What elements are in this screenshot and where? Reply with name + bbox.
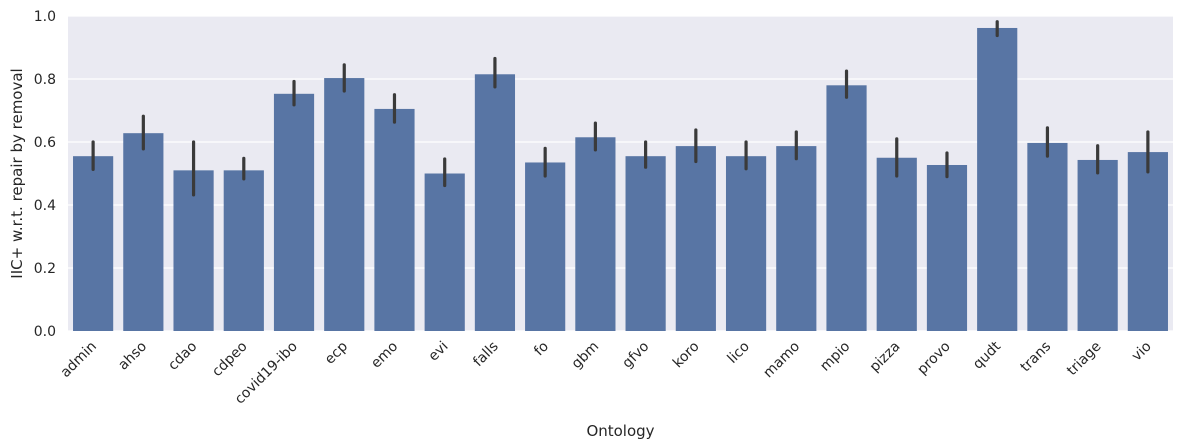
y-tick-label: 0.6 [34, 135, 56, 151]
y-tick-label: 0.2 [34, 261, 56, 277]
bar-evi [424, 173, 465, 331]
x-tick-label: vio [1129, 339, 1155, 365]
bar-triage [1077, 159, 1118, 331]
x-tick-label: mpio [817, 339, 853, 375]
bar-gfvo [625, 156, 666, 331]
x-tick-label: qudt [970, 338, 1004, 372]
bar-falls [474, 74, 516, 332]
x-tick-label: mamo [760, 339, 803, 382]
y-tick-label: 1.0 [34, 9, 56, 25]
bar-qudt [977, 27, 1018, 331]
x-tick-label: gfvo [619, 339, 652, 372]
y-tick-label: 0.8 [34, 72, 56, 88]
x-tick-label: lico [725, 339, 753, 367]
x-tick-label: pizza [867, 339, 904, 376]
bar-fo [525, 162, 566, 331]
bar-ahso [123, 133, 164, 331]
x-tick-label: ecp [322, 338, 351, 367]
x-tick-label: cdao [165, 339, 200, 374]
bar-trans [1027, 142, 1068, 331]
x-tick-label: triage [1064, 339, 1104, 379]
x-tick-label: admin [58, 339, 100, 381]
y-tick-label: 0.0 [34, 324, 56, 340]
bar-mamo [776, 146, 817, 331]
y-axis-label: IIC+ w.r.t. repair by removal [8, 68, 26, 278]
bar-admin [73, 156, 114, 331]
bar-cdpeo [223, 170, 264, 331]
x-tick-label: emo [368, 339, 401, 372]
y-tick-label: 0.4 [34, 198, 56, 214]
x-tick-label: cdpeo [209, 339, 250, 380]
x-tick-label: ahso [115, 339, 150, 374]
bar-emo [374, 108, 415, 331]
x-tick-label: provo [914, 339, 953, 378]
bar-mpio [826, 85, 867, 331]
bar-covid19-ibo [273, 93, 315, 332]
x-tick-label: gbm [569, 339, 603, 373]
bar-cdao [173, 170, 214, 331]
y-axis-ticks: 0.0 0.2 0.4 0.6 0.8 1.0 [34, 9, 56, 340]
bar-koro [675, 146, 716, 331]
bar-pizza [876, 157, 917, 331]
x-tick-label: fo [531, 339, 552, 360]
bar-vio [1127, 152, 1168, 331]
x-tick-label: koro [670, 339, 703, 372]
bar-ecp [324, 78, 365, 332]
x-tick-label: evi [426, 339, 452, 365]
bar-gbm [575, 137, 616, 331]
x-axis-label: Ontology [586, 422, 654, 440]
x-tick-label: falls [470, 339, 502, 371]
error-bars [91, 20, 1150, 197]
bar-provo [926, 164, 968, 331]
bar-lico [725, 156, 767, 331]
x-tick-label: trans [1017, 339, 1054, 376]
bars [73, 27, 1168, 332]
